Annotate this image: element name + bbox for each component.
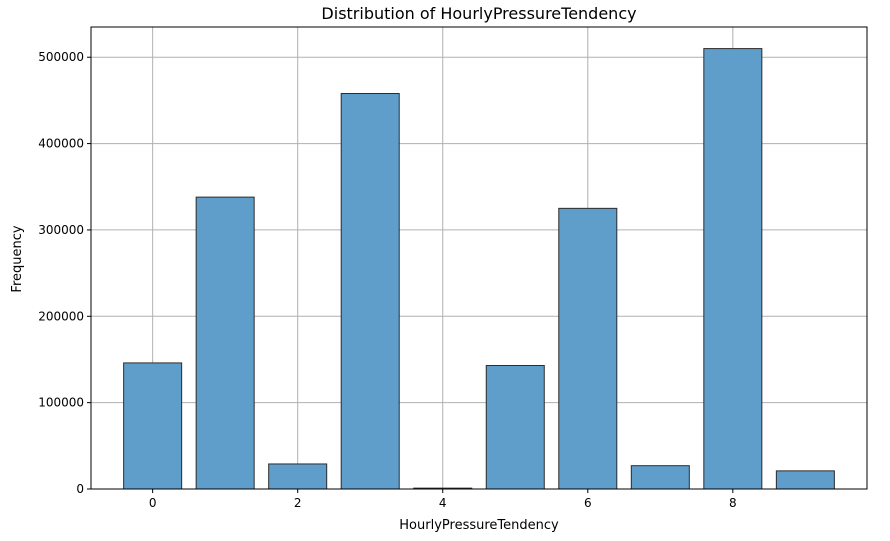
y-tick-label: 200000 xyxy=(38,309,84,323)
plot-frame xyxy=(90,26,868,490)
x-axis-label: HourlyPressureTendency xyxy=(399,518,559,533)
y-tick-label: 400000 xyxy=(38,137,84,151)
bar-7 xyxy=(630,465,690,490)
x-tick-label: 0 xyxy=(149,496,157,510)
bar-2 xyxy=(268,463,328,490)
bar-9 xyxy=(775,470,835,490)
x-tick-label: 6 xyxy=(584,496,592,510)
x-tick-label: 8 xyxy=(729,496,737,510)
y-tick-label: 100000 xyxy=(38,396,84,410)
bar-3 xyxy=(340,92,400,490)
y-tick-label: 300000 xyxy=(38,223,84,237)
bar-6 xyxy=(558,207,618,490)
x-tick-label: 4 xyxy=(439,496,447,510)
y-axis-label: Frequency xyxy=(10,225,25,292)
bars xyxy=(123,48,835,490)
y-tick-label: 0 xyxy=(76,482,84,496)
x-tick-label: 2 xyxy=(294,496,302,510)
bar-1 xyxy=(195,196,255,490)
y-tick-label: 500000 xyxy=(38,50,84,64)
ticks: 0 2 4 6 8 0 100000 200000 300000 400000 500000 xyxy=(38,50,736,510)
chart-title: Distribution of HourlyPressureTendency xyxy=(321,4,636,23)
bar-8 xyxy=(703,48,763,490)
bar-5 xyxy=(485,365,545,490)
bar-0 xyxy=(123,362,183,490)
